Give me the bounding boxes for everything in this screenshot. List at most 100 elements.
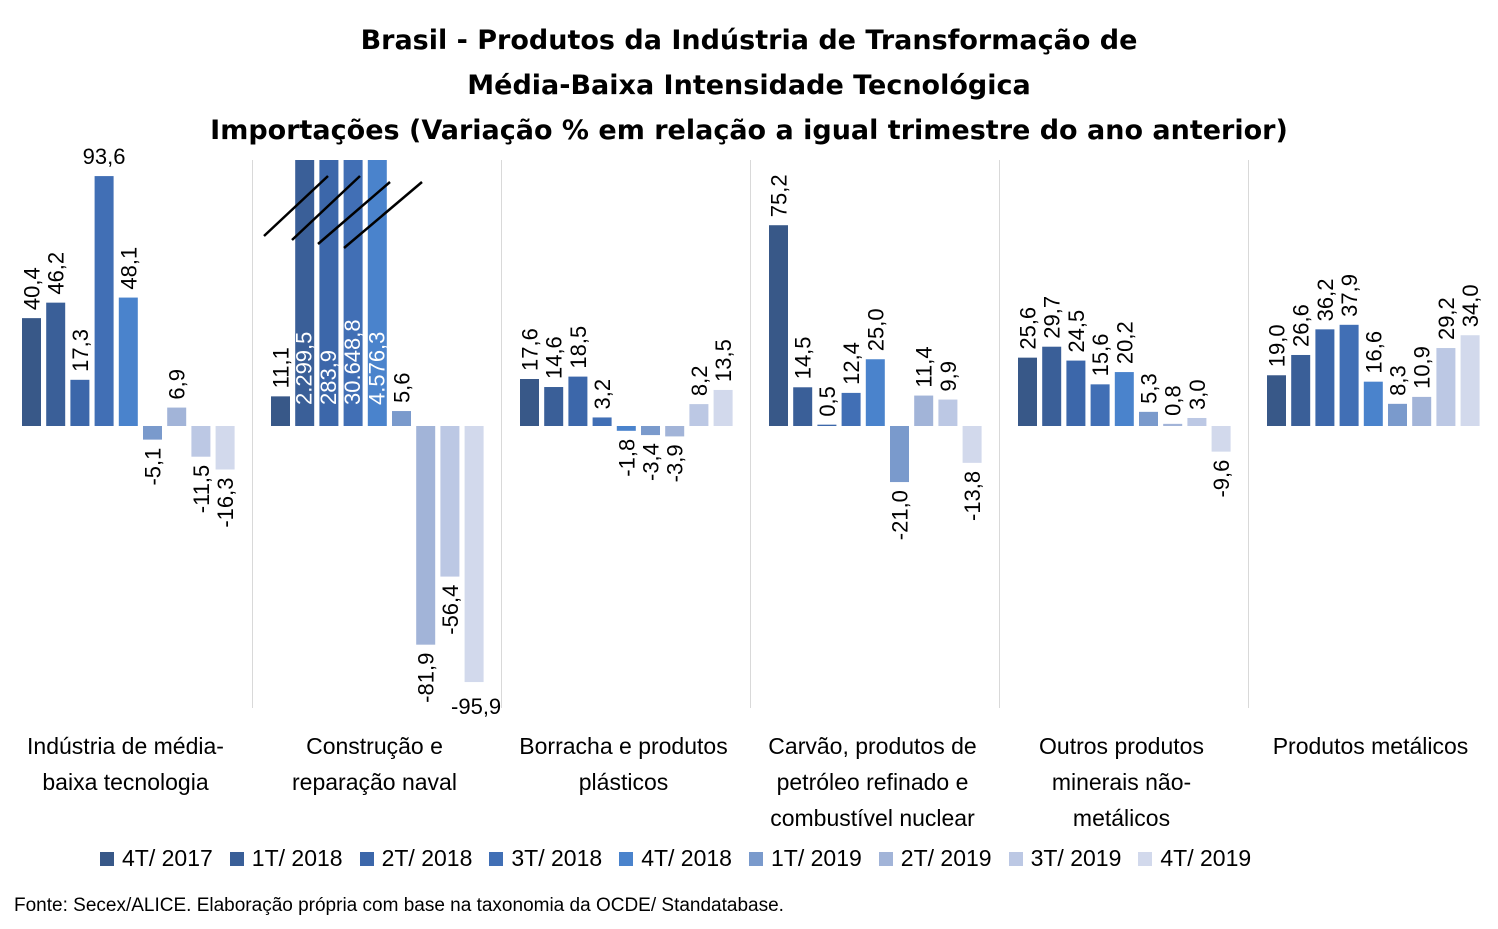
data-label: 6,9 [165, 369, 190, 400]
data-label: 17,6 [518, 328, 543, 371]
legend-label: 3T/ 2018 [511, 845, 603, 871]
data-label: 5,3 [1137, 373, 1162, 404]
data-label: 75,2 [767, 174, 792, 217]
bar-1-4 [367, 160, 387, 426]
data-label: -3,4 [639, 443, 664, 481]
category-label: Borracha e produtos [519, 733, 727, 759]
data-label: 283,9 [316, 350, 341, 405]
source-note: Fonte: Secex/ALICE. Elaboração própria c… [14, 895, 784, 916]
data-label: 15,6 [1088, 334, 1113, 377]
data-label: -16,3 [213, 478, 238, 528]
bar-1-0 [271, 396, 290, 426]
axis-break-mark [291, 175, 361, 241]
legend-item: 1T/ 2018 [229, 845, 343, 872]
data-label: -13,8 [960, 471, 985, 521]
legend-item: 3T/ 2019 [1008, 845, 1122, 872]
axis-break-mark [263, 175, 329, 237]
data-label: 93,6 [83, 144, 126, 169]
data-label: -11,5 [189, 465, 214, 514]
category-label: plásticos [579, 769, 668, 795]
legend-swatch [100, 851, 114, 866]
legend-swatch [619, 851, 634, 866]
legend-swatch [489, 851, 504, 866]
axis-break-mark [317, 181, 391, 245]
bar-1-1 [295, 160, 315, 426]
bar-4-1 [1042, 346, 1062, 426]
data-label: 9,9 [936, 361, 961, 392]
data-label: -3,9 [663, 444, 688, 482]
bar-3-8 [962, 426, 982, 463]
legend-label: 2T/ 2019 [900, 845, 992, 871]
bar-1-8 [464, 426, 484, 683]
category-label: metálicos [1073, 805, 1170, 831]
chart-title-line-1: Brasil - Produtos da Indústria de Transf… [360, 25, 1138, 56]
data-label: 10,9 [1410, 346, 1435, 389]
bar-2-8 [713, 389, 733, 426]
data-label: 25,6 [1016, 307, 1041, 350]
data-label: 14,5 [791, 336, 816, 379]
data-label: 19,0 [1265, 324, 1290, 367]
legend-label: 1T/ 2019 [770, 845, 862, 871]
bar-3-6 [914, 395, 934, 426]
bar-3-5 [890, 426, 909, 483]
data-label: -9,6 [1209, 460, 1234, 498]
data-label: 29,2 [1434, 297, 1459, 340]
data-label: 30.648,8 [340, 319, 365, 405]
bar-1-6 [416, 426, 436, 645]
category-label: combustível nuclear [770, 805, 975, 831]
data-label: 37,9 [1337, 274, 1362, 317]
data-label: 46,2 [44, 252, 69, 295]
data-label: 8,2 [687, 366, 712, 397]
bar-2-7 [689, 404, 709, 426]
bar-2-5 [641, 426, 660, 436]
data-label: 18,5 [566, 326, 591, 369]
data-label: 36,2 [1313, 279, 1338, 322]
legend-swatch [878, 851, 893, 866]
bar-0-6 [167, 407, 187, 426]
category-label: baixa tecnologia [42, 769, 208, 795]
bar-0-4 [118, 297, 138, 426]
data-label: 5,6 [390, 372, 415, 403]
bar-3-0 [769, 225, 788, 426]
data-label: 26,6 [1289, 304, 1314, 347]
data-label: 2.299,5 [292, 332, 317, 405]
bar-4-8 [1211, 426, 1231, 452]
category-label: Carvão, produtos de [768, 733, 976, 759]
legend-item: 3T/ 2018 [489, 845, 602, 872]
bar-2-4 [616, 426, 636, 431]
bar-4-0 [1018, 357, 1037, 426]
bar-4-5 [1139, 411, 1158, 426]
data-label: 3,0 [1185, 379, 1210, 410]
data-label: 25,0 [863, 308, 888, 351]
bar-0-2 [70, 379, 90, 426]
bar-1-5 [392, 411, 411, 426]
category-label: Construção e [306, 733, 443, 759]
chart-title-line-2: Média-Baixa Intensidade Tecnológica [467, 70, 1031, 101]
data-label: -81,9 [414, 653, 439, 703]
bar-5-1 [1291, 354, 1311, 426]
bar-1-7 [440, 426, 460, 577]
legend-label: 4T/ 2019 [1160, 845, 1252, 871]
data-label: 14,6 [542, 336, 567, 379]
bar-2-0 [520, 379, 539, 426]
bar-1-2 [319, 160, 339, 426]
data-label: 24,5 [1064, 310, 1089, 353]
data-label: 8,3 [1386, 365, 1411, 396]
legend-item: 4T/ 2019 [1138, 845, 1251, 872]
category-label: reparação naval [292, 769, 457, 795]
legend-label: 4T/ 2018 [641, 845, 732, 871]
bar-4-4 [1114, 372, 1134, 426]
bar-5-8 [1460, 335, 1480, 426]
bar-3-2 [817, 424, 837, 426]
legend-label: 4T/ 2017 [122, 845, 213, 871]
data-label: 17,3 [68, 329, 93, 372]
data-label: 40,4 [20, 267, 45, 310]
legend-item: 1T/ 2019 [748, 845, 862, 872]
category-label: petróleo refinado e [777, 769, 969, 795]
chart-title-line-3: Importações (Variação % em relação a igu… [210, 115, 1288, 146]
legend-label: 3T/ 2019 [1030, 845, 1122, 871]
data-label: 12,4 [839, 342, 864, 385]
bar-0-1 [46, 302, 66, 426]
category-label: Indústria de média- [27, 733, 224, 759]
